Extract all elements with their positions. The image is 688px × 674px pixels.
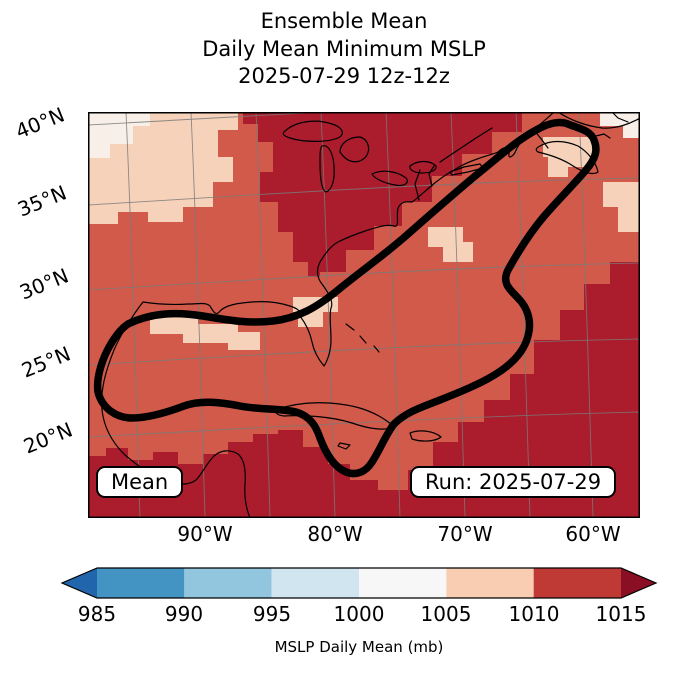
- coastline-gulf-atlantic: [113, 112, 555, 367]
- colorbar-tick-label: 1000: [333, 602, 385, 626]
- gridline-meridian: [450, 112, 466, 518]
- colorbar-tick-label: 1015: [595, 602, 647, 626]
- y-tick-label: 35°N: [14, 180, 70, 222]
- pressure-contour: [93, 118, 600, 478]
- mslp-map: [88, 112, 640, 518]
- gridline-meridian: [515, 112, 531, 518]
- coastline-cuba: [275, 402, 395, 430]
- title-line-2: Daily Mean Minimum MSLP: [202, 36, 486, 61]
- chart-title: Ensemble Mean Daily Mean Minimum MSLP 20…: [0, 8, 688, 91]
- fill-region-white-northwest: [88, 112, 150, 158]
- colorbar-segment: [533, 568, 621, 598]
- x-tick-label: 80°W: [307, 522, 363, 546]
- lake-michigan: [319, 145, 335, 193]
- coastline-st-lawrence-river: [439, 127, 493, 163]
- y-tick-label: 25°N: [18, 341, 74, 383]
- colorbar-tick-label: 1005: [420, 602, 472, 626]
- colorbar-segment: [97, 568, 185, 598]
- colorbar-segment: [184, 568, 272, 598]
- coastlines: [101, 112, 640, 518]
- colorbar-segment: [446, 568, 534, 598]
- colorbar-tick-label: 990: [164, 602, 204, 626]
- x-tick-label: 60°W: [565, 522, 621, 546]
- gridline-parallel: [88, 338, 640, 366]
- fill-region-white-topright: [600, 112, 640, 138]
- fill-region-light-midatlantic: [428, 227, 473, 262]
- x-tick-label: 70°W: [437, 522, 493, 546]
- y-tick-label: 40°N: [12, 102, 68, 144]
- gridline-meridian: [385, 112, 401, 518]
- gridline-parallel: [88, 411, 640, 438]
- fill-region-light-southeast: [293, 297, 338, 327]
- member-label-box: Mean: [96, 466, 184, 498]
- gridline-meridian: [255, 112, 271, 518]
- coastline-mexico-yucatan: [101, 349, 251, 518]
- colorbar-tick-label: 1010: [508, 602, 560, 626]
- colorbar-svg: [60, 567, 658, 599]
- gridline-parallel: [88, 177, 640, 206]
- fill-region-light-gulf: [150, 317, 260, 350]
- gridline-parallel: [88, 262, 640, 291]
- run-label-box: Run: 2025-07-29: [410, 466, 617, 498]
- title-line-3: 2025-07-29 12z-12z: [238, 64, 450, 89]
- coastline-newfoundland-edge: [611, 112, 629, 123]
- title-line-1: Ensemble Mean: [260, 9, 428, 33]
- colorbar-axis-label: MSLP Daily Mean (mb): [274, 638, 444, 656]
- colorbar-tick-label: 995: [252, 602, 292, 626]
- colorbar-tick-label: 985: [77, 602, 117, 626]
- y-tick-label: 20°N: [20, 417, 76, 459]
- coastline-st-lawrence-gulf: [557, 112, 640, 129]
- lake-erie: [371, 170, 408, 187]
- coastline-delaware-bay: [428, 165, 435, 187]
- lake-huron: [339, 136, 370, 163]
- gridline-parallel: [88, 112, 334, 126]
- lake-superior: [282, 120, 343, 142]
- coastline-chesapeake-bay: [414, 169, 421, 201]
- fill-region-medium: [88, 112, 640, 490]
- coastline-prince-edward: [595, 133, 611, 139]
- coastline-hispaniola: [409, 430, 442, 442]
- gridline-meridian: [578, 112, 594, 518]
- fill-region-light-right-edge: [603, 182, 640, 232]
- coastline-bahamas: [345, 323, 380, 353]
- colorbar-segment: [271, 568, 359, 598]
- x-tick-label: 90°W: [177, 522, 233, 546]
- colorbar-segment: [359, 568, 447, 598]
- map-panel: [88, 112, 640, 518]
- colorbar-over-arrow: [621, 568, 656, 598]
- y-tick-label: 30°N: [16, 263, 72, 305]
- colorbar-under-arrow: [62, 568, 97, 598]
- coastline-jamaica: [337, 442, 351, 450]
- colorbar: [60, 566, 658, 600]
- lake-ontario: [409, 160, 437, 174]
- colorbar-outline: [60, 567, 658, 599]
- map-frame: [88, 112, 640, 518]
